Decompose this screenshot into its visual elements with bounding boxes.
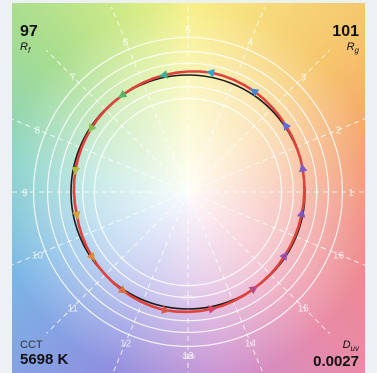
rg-block: 101 Rg <box>332 23 359 55</box>
spoke-line <box>187 118 365 193</box>
spoke-line <box>12 118 189 193</box>
hue-bin-label: 10 <box>32 250 44 261</box>
color-vector-graphic: 1 2 3 4 5 6 7 8 9 10 11 12 13 14 15 16 -20% -30% 97 Rf 10… <box>12 3 365 373</box>
ring-label: -30% <box>181 354 196 360</box>
hue-shift-arrow <box>118 285 128 294</box>
hue-shift-arrow <box>250 88 260 97</box>
spoke-line <box>111 7 189 193</box>
hue-shift-arrow <box>88 123 97 133</box>
cct-label: CCT <box>20 339 43 351</box>
hue-bin-label: 8 <box>35 126 41 137</box>
hue-shift-arrow <box>248 285 258 295</box>
guide-circle <box>47 51 329 333</box>
hue-shift-arrow <box>161 305 171 314</box>
duv-value: 0.0027 <box>313 353 359 371</box>
duv-block: Duv 0.0027 <box>313 339 359 370</box>
rf-block: 97 Rf <box>20 23 38 55</box>
guide-circle <box>93 97 283 287</box>
hue-bin-label: 3 <box>300 73 306 84</box>
hue-shift-arrow <box>118 89 128 99</box>
hue-shift-arrow <box>71 166 81 176</box>
spoke-line <box>12 191 189 266</box>
spoke-line <box>187 7 265 193</box>
rf-value: 97 <box>20 23 38 40</box>
rf-label: Rf <box>20 41 31 56</box>
hue-shift-arrow <box>86 252 95 262</box>
hue-bin-label: 5 <box>185 25 191 36</box>
hue-shift-arrow <box>205 69 215 78</box>
hue-bin-label: 7 <box>70 73 76 84</box>
hue-bin-label: 6 <box>123 37 129 48</box>
hue-bin-label: 14 <box>245 339 257 350</box>
rg-value: 101 <box>332 23 359 40</box>
hue-shift-arrow <box>279 251 288 261</box>
hue-shift-arrow <box>158 70 168 79</box>
hue-shift-arrow <box>297 208 306 218</box>
duv-label: Duv <box>342 339 359 354</box>
hue-bin-label: 16 <box>333 250 345 261</box>
hue-bin-label: 9 <box>22 188 28 199</box>
hue-bin-label: 4 <box>248 37 254 48</box>
hue-bin-label: 1 <box>348 188 354 199</box>
guide-circle <box>58 62 318 322</box>
hue-bin-label: 15 <box>298 303 310 314</box>
spoke-line <box>187 191 365 266</box>
hue-shift-arrow <box>282 121 292 131</box>
guide-circle <box>32 36 344 348</box>
cct-block: CCT 5698 K <box>20 339 68 368</box>
hue-shift-arrow <box>299 163 308 173</box>
spoke-line <box>112 191 189 373</box>
hue-bin-label: 13 <box>182 351 194 362</box>
hue-bin-label: 2 <box>336 126 342 137</box>
hue-shift-arrow <box>72 211 81 220</box>
ring-label: -20% <box>181 296 196 302</box>
spoke-line <box>46 50 189 193</box>
spoke-line <box>46 191 189 334</box>
spoke-line <box>187 191 330 334</box>
hue-bin-label: 11 <box>68 303 79 314</box>
hue-shift-arrow <box>208 305 218 314</box>
spoke-line <box>187 50 330 193</box>
cct-value: 5698 K <box>20 351 69 368</box>
hue-bin-label: 12 <box>120 339 132 350</box>
spoke-line <box>187 191 264 373</box>
guide-circle <box>82 86 294 298</box>
rg-label: Rg <box>346 41 359 56</box>
